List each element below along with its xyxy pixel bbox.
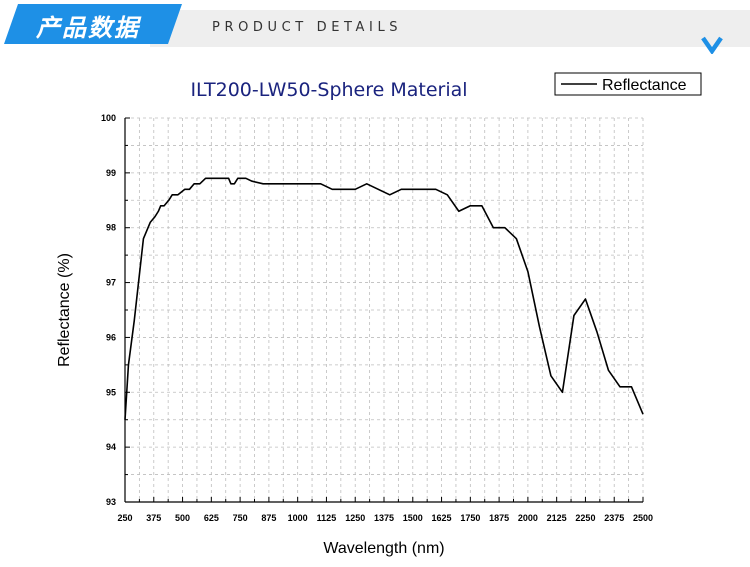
legend-box [554, 72, 702, 96]
x-axis-label: Wavelength (nm) [323, 540, 444, 557]
banner-title: 产品数据 [36, 14, 140, 42]
y-axis-label: Reflectance (%) [56, 253, 73, 367]
y-tick-label: 96 [106, 332, 116, 342]
header-banner: 产品数据 PRODUCT DETAILS [0, 0, 750, 60]
legend-entry-reflectance: Reflectance [602, 77, 687, 94]
y-tick-label: 95 [106, 387, 116, 397]
x-tick-label: 2375 [604, 513, 624, 523]
x-tick-label: 2125 [547, 513, 567, 523]
x-tick-label: 1375 [374, 513, 394, 523]
chart-title: ILT200-LW50-Sphere Material [190, 79, 467, 101]
y-tick-label: 100 [101, 113, 116, 123]
y-tick-label: 99 [106, 168, 116, 178]
x-tick-label: 1750 [460, 513, 480, 523]
x-tick-label: 2000 [518, 513, 538, 523]
x-tick-label: 2500 [633, 513, 653, 523]
x-tick-label: 1125 [317, 513, 337, 523]
y-tick-label: 94 [106, 442, 116, 452]
x-tick-label: 1250 [345, 513, 365, 523]
x-tick-label: 1000 [288, 513, 308, 523]
x-tick-label: 2250 [575, 513, 595, 523]
x-tick-label: 1500 [403, 513, 423, 523]
series-line-reflectance [124, 177, 644, 420]
x-tick-label: 750 [233, 513, 248, 523]
x-tick-label: 250 [117, 513, 132, 523]
banner-strip [150, 10, 750, 47]
x-tick-label: 500 [175, 513, 190, 523]
legend: Reflectance [554, 72, 702, 96]
x-tick-label: 375 [146, 513, 161, 523]
chevron-down-icon[interactable] [701, 36, 723, 54]
x-tick-label: 625 [204, 513, 219, 523]
y-tick-label: 93 [106, 497, 116, 507]
y-tick-label: 97 [106, 278, 116, 288]
x-tick-label: 1875 [489, 513, 509, 523]
x-tick-label: 1625 [432, 513, 452, 523]
grid-lines [125, 117, 644, 502]
x-tick-label: 875 [261, 513, 276, 523]
banner-title-background [4, 4, 182, 44]
y-tick-label: 98 [106, 223, 116, 233]
banner-subtitle: PRODUCT DETAILS [212, 20, 403, 35]
